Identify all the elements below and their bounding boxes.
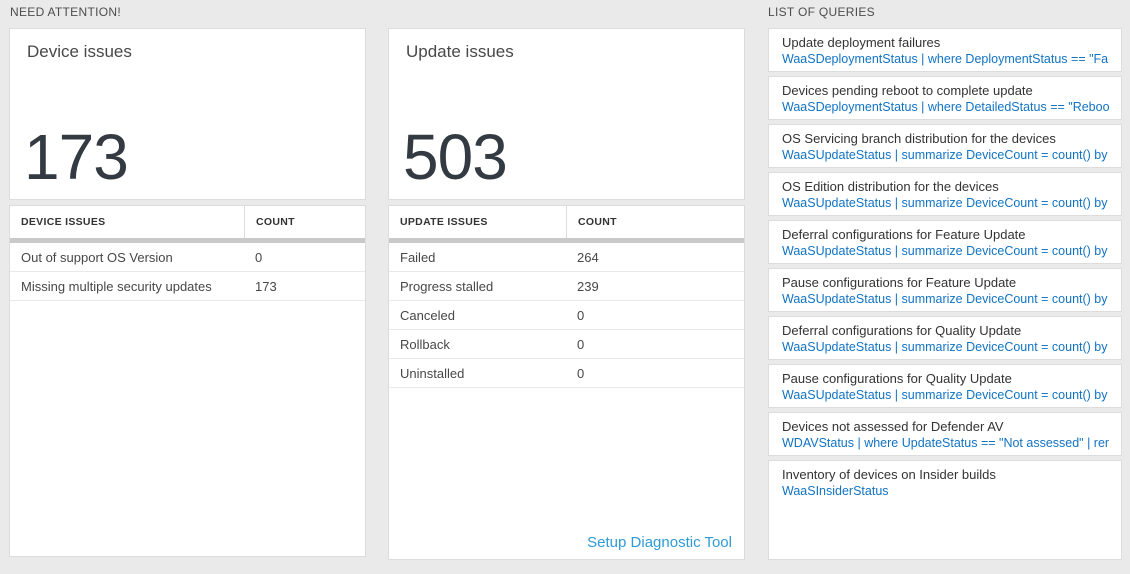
query-item[interactable]: OS Servicing branch distribution for the… <box>768 124 1122 168</box>
query-title: Pause configurations for Quality Update <box>782 371 1012 386</box>
column-header-update-issues: UPDATE ISSUES <box>400 216 488 228</box>
query-item[interactable]: Deferral configurations for Quality Upda… <box>768 316 1122 360</box>
issue-name: Progress stalled <box>400 278 494 294</box>
table-row[interactable]: Rollback 0 <box>389 330 744 359</box>
issue-name: Missing multiple security updates <box>21 278 212 294</box>
query-title: OS Edition distribution for the devices <box>782 179 999 194</box>
device-issues-count: 173 <box>24 120 129 193</box>
query-text: WDAVStatus | where UpdateStatus == "Not … <box>782 436 1109 450</box>
issue-name: Rollback <box>400 336 450 352</box>
device-issues-title: Device issues <box>27 42 132 61</box>
query-text: WaaSUpdateStatus | summarize DeviceCount… <box>782 340 1109 354</box>
query-text: WaaSDeploymentStatus | where DeploymentS… <box>782 52 1109 66</box>
query-item[interactable]: Update deployment failures WaaSDeploymen… <box>768 28 1122 72</box>
table-row[interactable]: Uninstalled 0 <box>389 359 744 388</box>
issue-count: 0 <box>577 365 585 381</box>
update-issues-title: Update issues <box>406 42 514 61</box>
query-title: Inventory of devices on Insider builds <box>782 467 996 482</box>
table-header: DEVICE ISSUES COUNT <box>10 206 365 238</box>
table-header-divider <box>10 238 365 243</box>
query-title: OS Servicing branch distribution for the… <box>782 131 1056 146</box>
issue-name: Failed <box>400 249 436 265</box>
query-text: WaaSUpdateStatus | summarize DeviceCount… <box>782 148 1109 162</box>
update-issues-tile[interactable]: Update issues 503 <box>388 28 745 200</box>
query-list: Update deployment failures WaaSDeploymen… <box>768 28 1122 560</box>
query-title: Update deployment failures <box>782 35 941 50</box>
query-title: Deferral configurations for Feature Upda… <box>782 227 1026 242</box>
list-of-queries-header: LIST OF QUERIES <box>768 5 875 19</box>
query-item[interactable]: Devices not assessed for Defender AV WDA… <box>768 412 1122 456</box>
query-text: WaaSUpdateStatus | summarize DeviceCount… <box>782 196 1109 210</box>
query-item[interactable]: Deferral configurations for Feature Upda… <box>768 220 1122 264</box>
table-header: UPDATE ISSUES COUNT <box>389 206 744 238</box>
query-item[interactable]: Pause configurations for Feature Update … <box>768 268 1122 312</box>
query-title: Deferral configurations for Quality Upda… <box>782 323 1022 338</box>
table-row[interactable]: Out of support OS Version 0 <box>10 243 365 272</box>
column-header-device-issues: DEVICE ISSUES <box>21 216 106 228</box>
issue-count: 0 <box>255 249 263 265</box>
query-text: WaaSInsiderStatus <box>782 484 889 498</box>
issue-count: 0 <box>577 336 585 352</box>
query-item[interactable]: Inventory of devices on Insider builds W… <box>768 460 1122 560</box>
update-issues-count: 503 <box>403 120 508 193</box>
table-row[interactable]: Missing multiple security updates 173 <box>10 272 365 301</box>
query-title: Devices not assessed for Defender AV <box>782 419 1004 434</box>
device-issues-tile[interactable]: Device issues 173 <box>9 28 366 200</box>
issue-count: 0 <box>577 307 585 323</box>
query-text: WaaSUpdateStatus | summarize DeviceCount… <box>782 244 1109 258</box>
query-item[interactable]: Devices pending reboot to complete updat… <box>768 76 1122 120</box>
issue-count: 239 <box>577 278 599 294</box>
issue-name: Canceled <box>400 307 455 323</box>
table-header-divider <box>389 238 744 243</box>
issue-name: Out of support OS Version <box>21 249 173 265</box>
query-item[interactable]: OS Edition distribution for the devices … <box>768 172 1122 216</box>
column-header-count: COUNT <box>244 206 365 238</box>
update-issues-table: UPDATE ISSUES COUNT Failed 264 Progress … <box>388 205 745 560</box>
setup-diagnostic-tool-link[interactable]: Setup Diagnostic Tool <box>587 534 732 551</box>
table-row[interactable]: Canceled 0 <box>389 301 744 330</box>
query-text: WaaSUpdateStatus | summarize DeviceCount… <box>782 388 1109 402</box>
issue-name: Uninstalled <box>400 365 465 381</box>
query-title: Devices pending reboot to complete updat… <box>782 83 1033 98</box>
column-header-count: COUNT <box>566 206 744 238</box>
need-attention-header: NEED ATTENTION! <box>10 5 121 19</box>
query-title: Pause configurations for Feature Update <box>782 275 1017 290</box>
device-issues-table: DEVICE ISSUES COUNT Out of support OS Ve… <box>9 205 366 557</box>
query-item[interactable]: Pause configurations for Quality Update … <box>768 364 1122 408</box>
issue-count: 173 <box>255 278 277 294</box>
query-text: WaaSDeploymentStatus | where DetailedSta… <box>782 100 1109 114</box>
table-row[interactable]: Progress stalled 239 <box>389 272 744 301</box>
query-text: WaaSUpdateStatus | summarize DeviceCount… <box>782 292 1109 306</box>
issue-count: 264 <box>577 249 599 265</box>
table-row[interactable]: Failed 264 <box>389 243 744 272</box>
